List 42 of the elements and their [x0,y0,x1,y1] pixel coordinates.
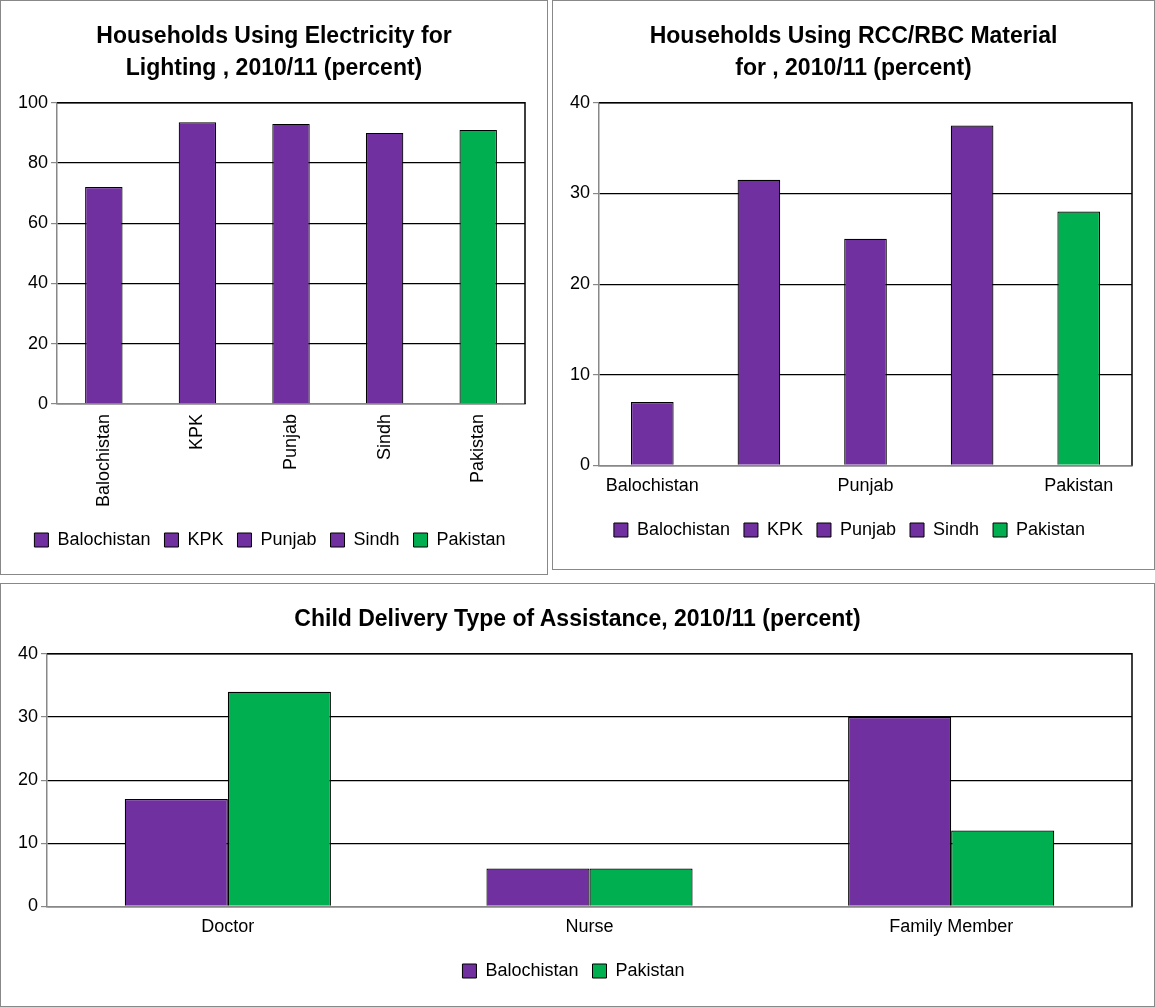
y-tick-label: 0 [580,454,591,475]
legend-label: KPK [187,528,224,549]
chart-title: Child Delivery Type of Assistance, 2010/11 (percent) [293,604,862,633]
y-tick-label: 30 [569,182,591,203]
y-tick-label: 0 [38,392,49,413]
x-tick-label: Punjab [837,475,894,496]
x-tick-label: KPK [186,413,207,450]
y-tick-label: 40 [17,642,39,663]
y-tick-label: 80 [28,152,49,172]
y-tick-label: 0 [28,895,39,916]
legend-label: Sindh [353,528,400,549]
y-tick-label: 20 [569,273,591,294]
y-tick-label: 20 [28,332,49,353]
y-tick-label: 10 [17,832,39,853]
x-tick-label: Punjab [279,413,300,470]
y-tick-label: 10 [569,363,591,384]
y-tick-label: 20 [17,769,39,790]
legend-label: Punjab [839,518,897,539]
x-tick-label: Balochistan [92,413,113,507]
x-tick-label: Balochistan [605,475,699,496]
chart-title: Households Using Electricity for Lighting , 2010/11 (percent) [95,21,453,82]
legend-label: Punjab [260,528,317,549]
legend-label: Balochistan [57,528,151,549]
legend-label: Balochistan [485,959,579,980]
legend-label: Balochistan [636,518,730,539]
x-tick-label: Pakistan [467,413,488,483]
y-tick-label: 60 [28,212,49,233]
y-tick-label: 40 [28,272,49,293]
x-tick-label: Family Member [889,916,1014,937]
legend-label: Pakistan [436,528,506,549]
legend-label: Pakistan [615,959,685,980]
x-tick-label: Nurse [565,916,614,937]
y-tick-label: 100 [17,91,49,112]
legend-label: Pakistan [1016,518,1086,539]
y-tick-label: 30 [17,705,39,726]
chart-title: Households Using RCC/RBC Material for , 2010/11 (percent) [648,21,1059,82]
x-tick-label: Sindh [373,413,394,460]
x-tick-label: Doctor [201,916,255,937]
x-tick-label: Pakistan [1044,475,1114,496]
y-tick-label: 40 [569,91,591,112]
legend-label: KPK [766,518,803,539]
legend-label: Sindh [933,518,980,539]
